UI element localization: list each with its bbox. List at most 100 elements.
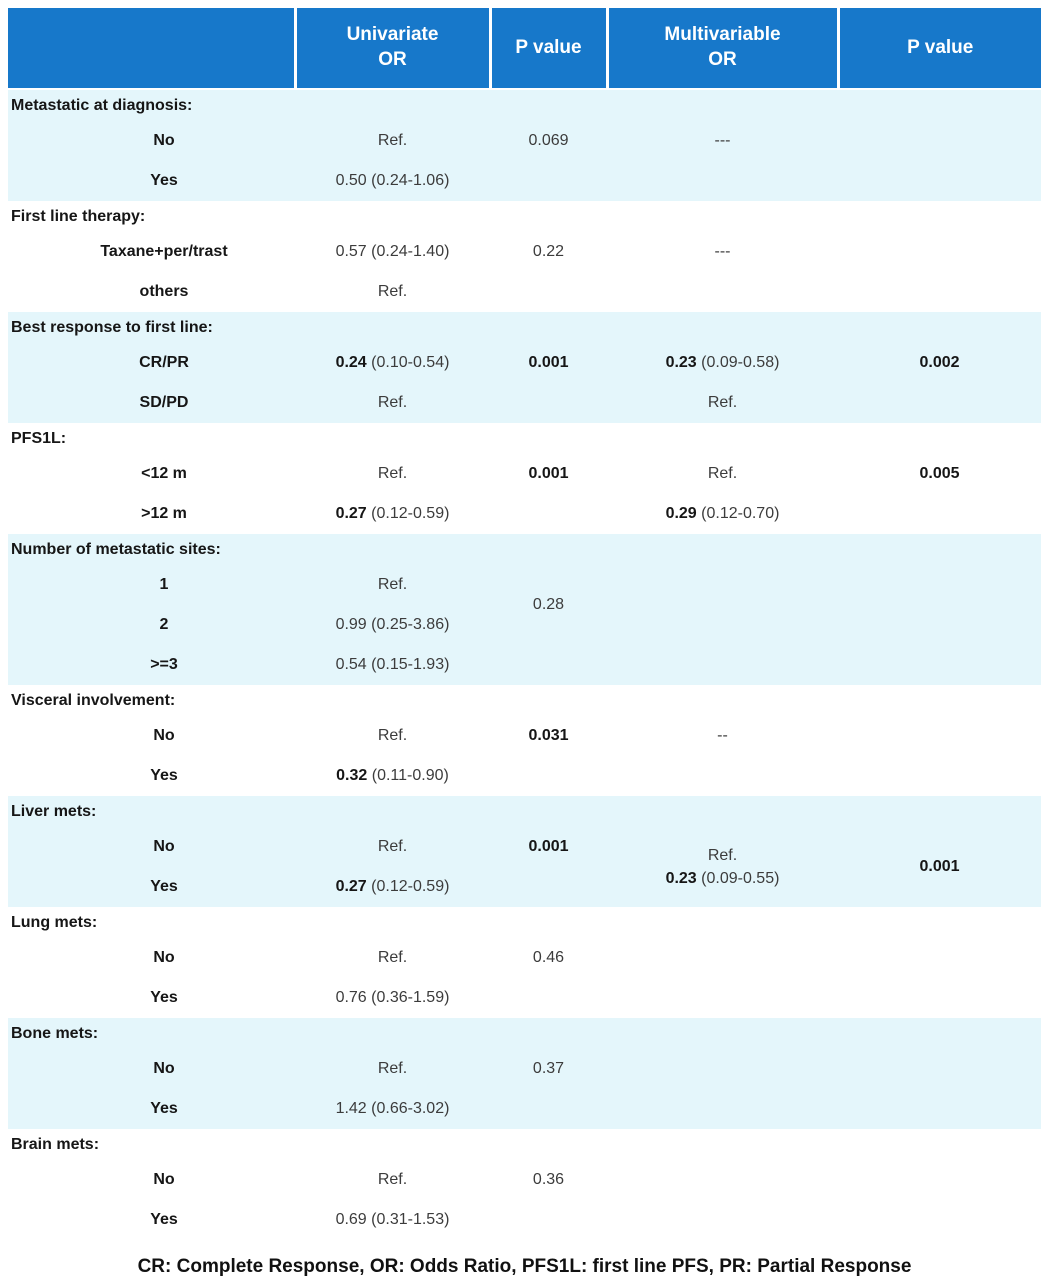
value-cell: Ref. <box>607 383 838 423</box>
cell-text: 0.54 (0.15-1.93) <box>335 656 450 674</box>
value-cell <box>607 605 838 645</box>
variable-group-label: Visceral involvement: <box>11 691 176 709</box>
results-table: Univariate OR P value Multivariable OR P… <box>8 8 1041 1240</box>
value-cell: -- <box>607 716 838 756</box>
cell-text: 0.99 (0.25-3.86) <box>335 616 450 634</box>
data-row: CR/PR 0.24 (0.10-0.54) 0.001 0.23 (0.09-0.5… <box>8 343 1041 383</box>
value-cell <box>607 1089 838 1129</box>
cell-text: >12 m <box>141 505 187 523</box>
column-header-univariate-or: Univariate OR <box>295 8 492 90</box>
value-cell: 0.005 <box>838 454 1041 494</box>
value-cell <box>838 1089 1041 1129</box>
results-table-body: Metastatic at diagnosis: No Ref. 0.069 --- Ye… <box>8 89 1041 1240</box>
value-cell <box>490 161 607 201</box>
cell-text: 0.57 (0.24-1.40) <box>335 243 450 261</box>
value-cell <box>490 383 607 423</box>
value-cell: 0.27 (0.12-0.59) <box>295 494 490 534</box>
cell-text: Ref. <box>377 1060 408 1078</box>
cell-text: Ref. <box>377 1171 408 1189</box>
cell-line: 0.23 (0.09-0.55) <box>608 867 837 890</box>
value-cell: 0.50 (0.24-1.06) <box>295 161 490 201</box>
variable-group-row: Metastatic at diagnosis: <box>8 89 1041 121</box>
variable-group-label: Bone mets: <box>11 1024 99 1042</box>
cell-text: 0.29 <box>665 505 697 523</box>
value-cell <box>838 272 1041 312</box>
cell-text: 0.36 <box>532 1171 565 1189</box>
value-cell <box>838 161 1041 201</box>
cell-text: No <box>153 838 175 856</box>
value-cell: 1.42 (0.66-3.02) <box>295 1089 490 1129</box>
data-row: 1 Ref. 0.28 <box>8 565 1041 613</box>
cell-text: 0.22 <box>532 243 565 261</box>
cell-text: 0.69 (0.31-1.53) <box>335 1211 450 1229</box>
variable-group-label: PFS1L: <box>11 429 67 447</box>
value-cell: 0.99 (0.25-3.86) <box>295 605 490 645</box>
cell-line: Ref. <box>608 844 837 867</box>
data-row: >=3 0.54 (0.15-1.93) <box>8 645 1041 685</box>
value-cell: 0.22 <box>490 232 607 272</box>
cell-text: 0.76 (0.36-1.59) <box>335 989 450 1007</box>
cell-text: Yes <box>150 989 178 1007</box>
cell-text: 0.069 <box>528 132 569 150</box>
value-cell: 0.27 (0.12-0.59) <box>295 867 490 907</box>
cell-text: No <box>153 727 175 745</box>
value-cell <box>607 645 838 685</box>
value-cell: Ref. <box>295 383 490 423</box>
value-cell: 0.001 <box>490 343 607 383</box>
cell-text: --- <box>714 132 731 150</box>
category-cell: No <box>8 121 295 161</box>
cell-text: 0.031 <box>528 727 569 745</box>
cell-text: 0.002 <box>919 354 960 372</box>
abbreviations-footnote: CR: Complete Response, OR: Odds Ratio, P… <box>137 1256 912 1277</box>
data-row: others Ref. <box>8 272 1041 312</box>
cell-text: -- <box>717 727 728 745</box>
variable-group-row: Brain mets: <box>8 1129 1041 1160</box>
cell-text: 0.001 <box>528 838 569 856</box>
value-cell <box>838 938 1041 978</box>
cell-text: (0.09-0.58) <box>696 354 780 372</box>
variable-group-row: Best response to first line: <box>8 312 1041 343</box>
column-header-p-value-univariate: P value <box>490 8 609 90</box>
data-row: No Ref. 0.46 <box>8 938 1041 978</box>
category-cell: <12 m <box>8 454 295 494</box>
cell-text: (0.09-0.55) <box>696 870 780 887</box>
cell-text: Ref. <box>377 727 408 745</box>
value-cell: Ref. <box>295 272 490 312</box>
data-row: >12 m 0.27 (0.12-0.59) 0.29 (0.12-0.70) <box>8 494 1041 534</box>
data-row: No Ref. 0.001 Ref. 0.23 (0.09-0.55) 0.001 <box>8 827 1041 887</box>
value-cell <box>607 1200 838 1240</box>
category-cell: Yes <box>8 756 295 796</box>
value-cell: 0.57 (0.24-1.40) <box>295 232 490 272</box>
cell-text: Yes <box>150 767 178 785</box>
variable-group-label: Best response to first line: <box>11 318 213 336</box>
cell-text: Ref. <box>377 949 408 967</box>
cell-text: --- <box>714 243 731 261</box>
value-cell <box>607 161 838 201</box>
data-row: No Ref. 0.37 <box>8 1049 1041 1089</box>
cell-text: Yes <box>150 1211 178 1229</box>
table-header: Univariate OR P value Multivariable OR P… <box>8 8 1041 90</box>
value-cell <box>838 1160 1041 1200</box>
cell-text: Ref. <box>377 132 408 150</box>
variable-group-label: First line therapy: <box>11 207 146 225</box>
value-cell <box>838 494 1041 534</box>
value-cell <box>838 1049 1041 1089</box>
cell-text: Ref. <box>707 846 738 864</box>
cell-text: Ref. <box>377 576 408 594</box>
cell-text: <12 m <box>141 465 187 483</box>
category-cell: CR/PR <box>8 343 295 383</box>
cell-text: (0.11-0.90) <box>367 767 449 785</box>
column-header-multivariable-or: Multivariable OR <box>607 8 840 90</box>
value-cell <box>490 645 607 685</box>
variable-group-row: Visceral involvement: <box>8 685 1041 716</box>
value-cell <box>607 565 838 605</box>
data-row: Yes 0.32 (0.11-0.90) <box>8 756 1041 796</box>
variable-group-label-cell: Visceral involvement: <box>8 685 1041 716</box>
value-cell <box>490 978 607 1018</box>
header-row: Univariate OR P value Multivariable OR P… <box>8 8 1041 90</box>
value-cell <box>607 938 838 978</box>
variable-group-label: Lung mets: <box>11 913 98 931</box>
cell-text: 0.32 <box>336 767 368 785</box>
variable-group-label-cell: Liver mets: <box>8 796 1041 827</box>
